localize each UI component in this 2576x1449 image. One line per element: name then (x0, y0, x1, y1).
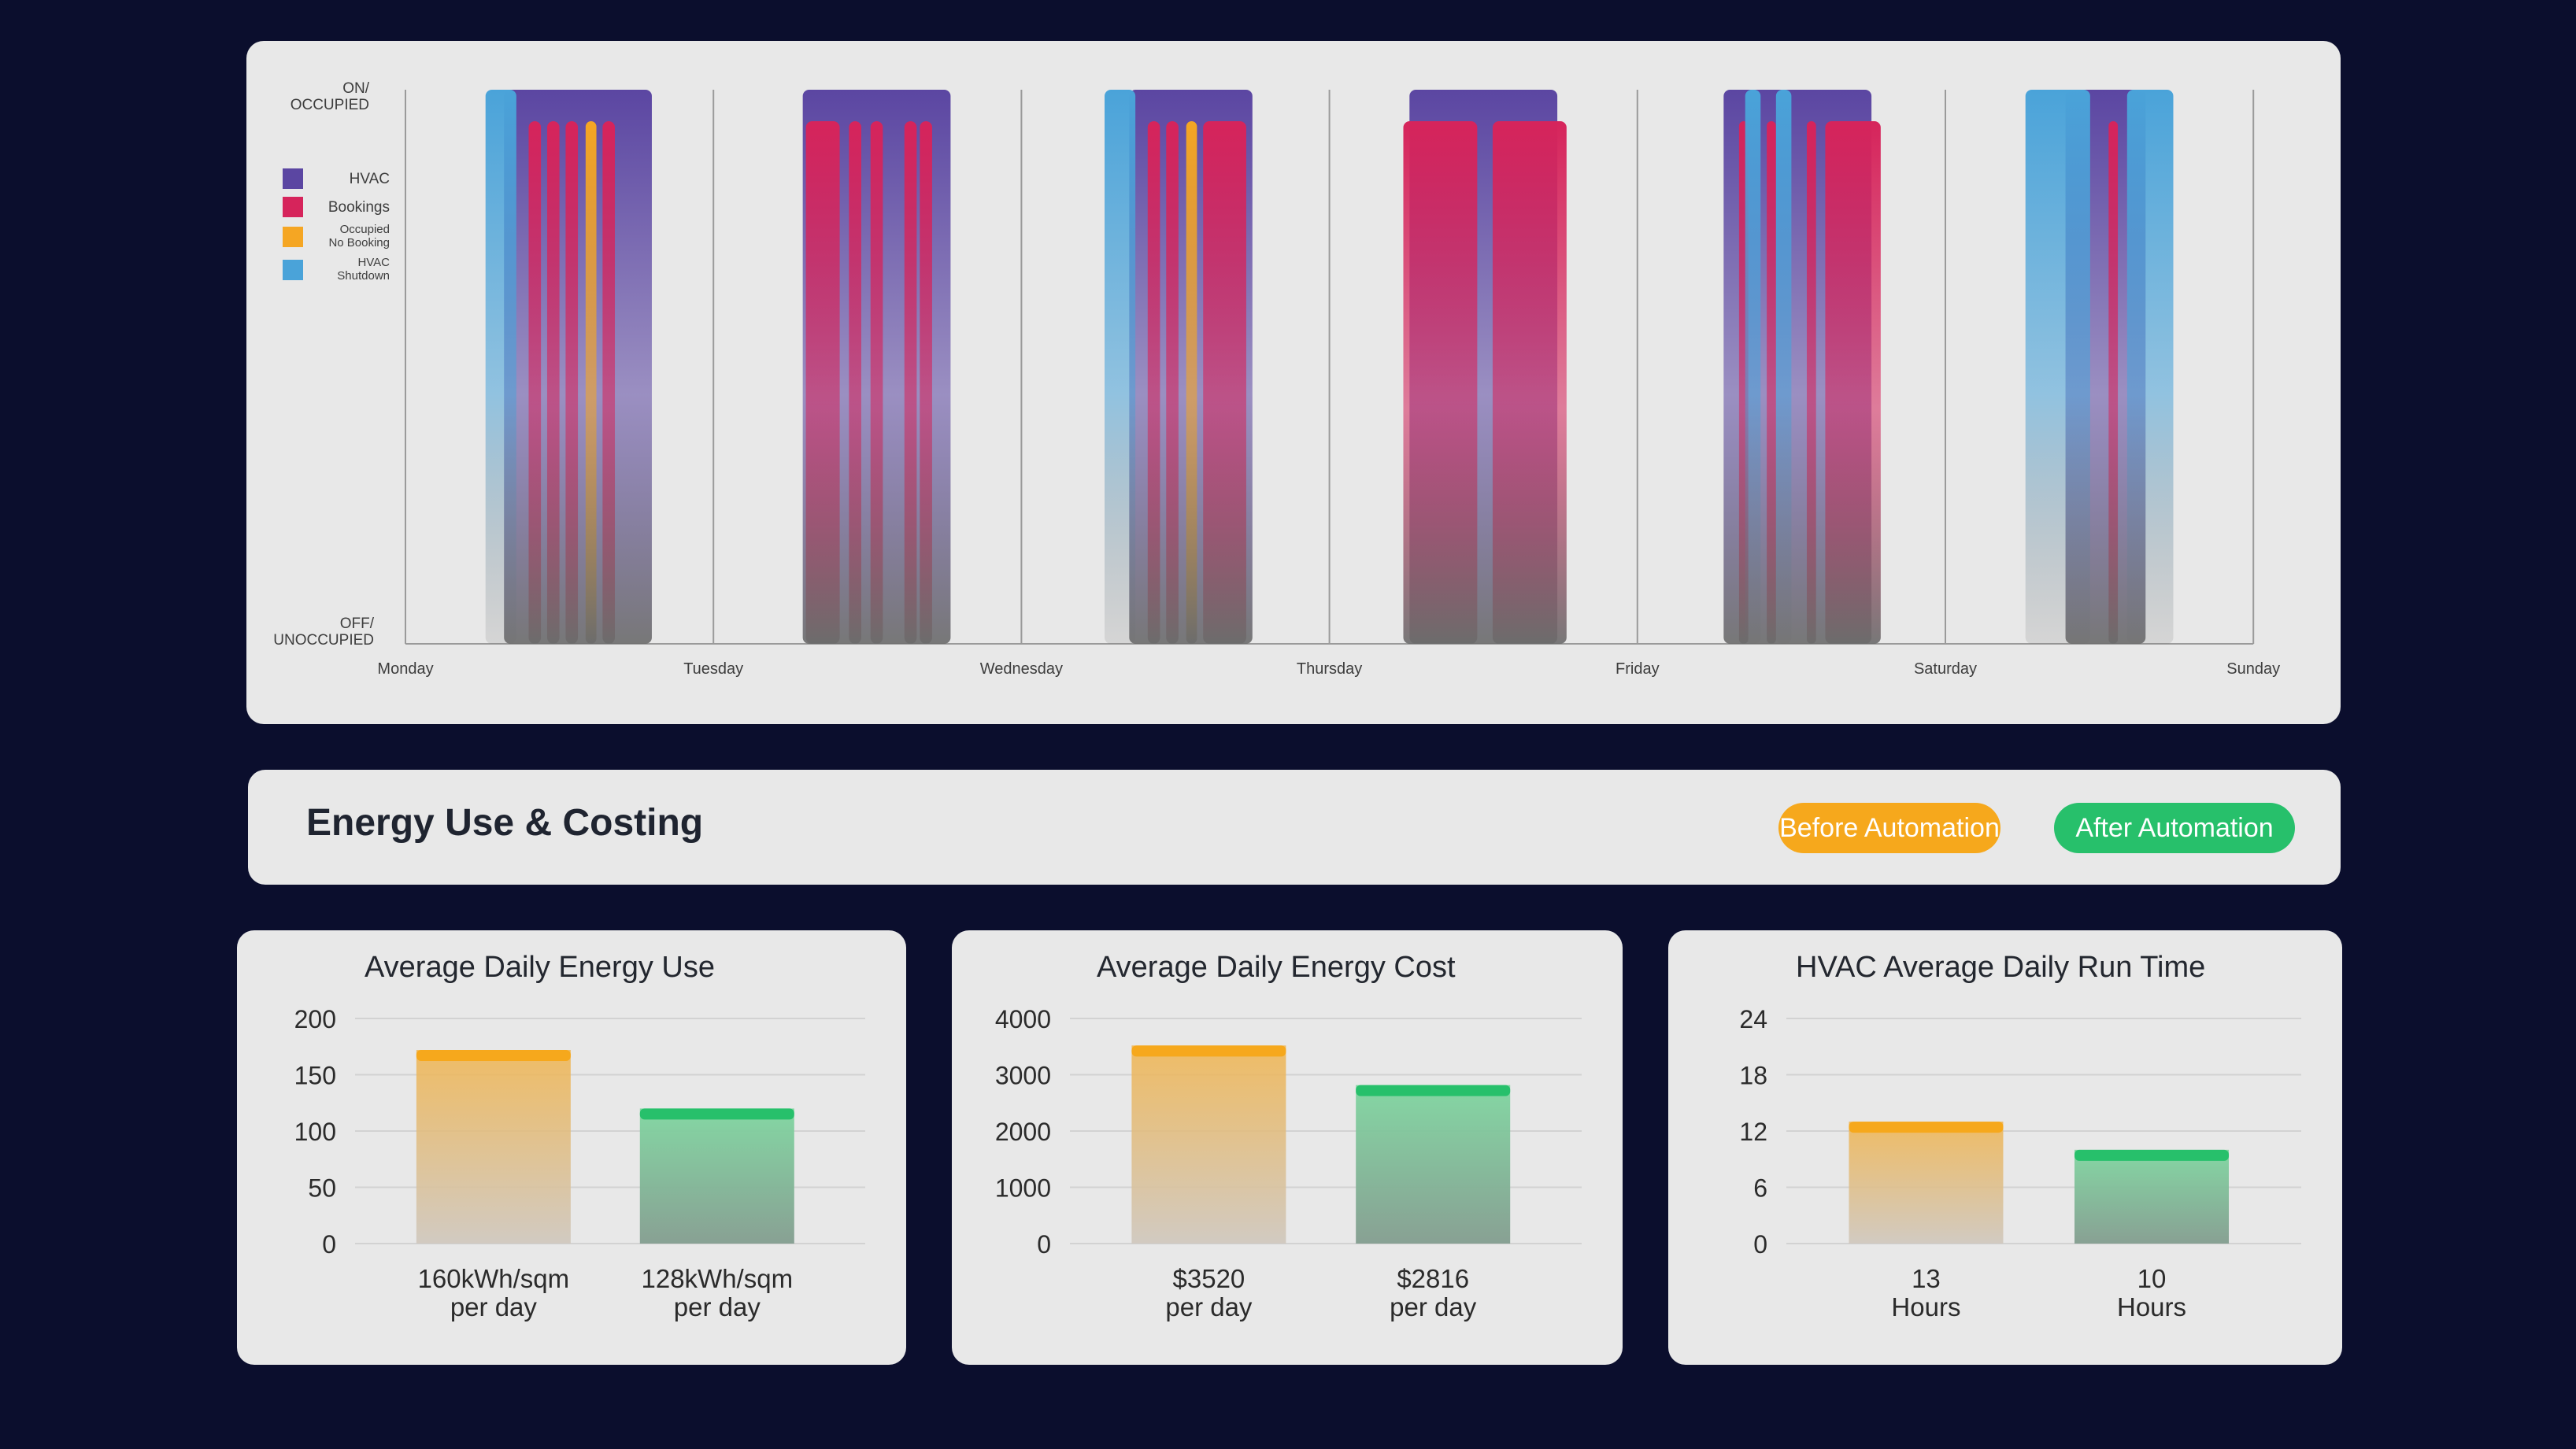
occupied-no-booking-event-bar (585, 121, 597, 644)
hvac-shutdown-legend-swatch (283, 260, 303, 280)
after-bar (2074, 1149, 2230, 1244)
bookings-event-bar (1825, 121, 1881, 644)
chart-title: HVAC Average Daily Run Time (1796, 951, 2206, 984)
y-tick-label: 200 (294, 1005, 336, 1033)
y-label-off: OFF/UNOCCUPIED (273, 615, 374, 649)
hvac-shutdown-event-bar (2126, 90, 2174, 644)
energy-use-card: Average Daily Energy Use 200 150 100 50 0 160… (237, 930, 906, 1365)
bookings-event-bar (528, 121, 542, 644)
day-label: Wednesday (980, 660, 1063, 678)
before-bar-cap (416, 1050, 571, 1062)
bookings-event-bar (602, 121, 616, 644)
bookings-event-bar (849, 121, 861, 644)
y-tick-label: 3000 (995, 1062, 1051, 1090)
bookings-event-bar (2108, 121, 2119, 644)
y-tick-label: 6 (1753, 1174, 1767, 1203)
legend-label: HVAC (350, 171, 390, 187)
bookings-event-bar (1767, 121, 1776, 644)
y-tick-label: 150 (294, 1062, 336, 1090)
y-tick-label: 0 (1753, 1230, 1767, 1259)
bookings-event-bar (805, 121, 840, 644)
y-tick-label: 0 (1037, 1230, 1051, 1259)
bookings-event-bar (1806, 121, 1816, 644)
occupied-no-booking-legend-swatch (283, 227, 303, 247)
y-tick-label: 0 (322, 1230, 336, 1259)
energy-cost-chart: 4000 3000 2000 1000 0 $3520 per day $2816 per da… (995, 1005, 1582, 1321)
after-bar (639, 1108, 794, 1244)
bookings-event-bar (546, 121, 560, 644)
category-label: 160kWh/sqm per day (418, 1264, 570, 1321)
y-tick-label: 1000 (995, 1174, 1051, 1203)
y-tick-label: 2000 (995, 1118, 1051, 1146)
hvac-shutdown-event-bar (1775, 90, 1792, 644)
y-tick-label: 18 (1739, 1062, 1767, 1090)
chart-title: Average Daily Energy Use (365, 951, 715, 984)
day-label: Sunday (2226, 660, 2280, 678)
y-label-on: ON/OCCUPIED (291, 80, 370, 113)
hvac-shutdown-event-bar (1745, 90, 1761, 644)
bookings-event-bar (1147, 121, 1160, 644)
bookings-event-bar (1166, 121, 1179, 644)
bookings-event-bar (920, 121, 932, 644)
hvac-legend-swatch (283, 168, 303, 189)
bookings-legend-swatch (283, 197, 303, 217)
y-tick-label: 4000 (995, 1005, 1051, 1033)
category-label: 10 Hours (2117, 1264, 2186, 1321)
day-label: Saturday (1914, 660, 1977, 678)
after-bar-cap (639, 1108, 794, 1120)
before-bar (416, 1050, 571, 1244)
bookings-event-bar (904, 121, 917, 644)
category-label: $2816 per day (1390, 1264, 1477, 1321)
before-bar (1849, 1122, 2004, 1244)
occupancy-timeline-chart: Monday Tuesday Wednesday Thursday Friday Satu… (273, 80, 2280, 678)
after-bar-cap (2074, 1149, 2230, 1161)
after-automation-toggle[interactable]: After Automation (2054, 803, 2295, 853)
bookings-event-bar (1203, 121, 1246, 644)
before-automation-toggle[interactable]: Before Automation (1778, 803, 2000, 853)
category-label: 13 Hours (1891, 1264, 1960, 1321)
bookings-event-bar (565, 121, 579, 644)
section-title: Energy Use & Costing (306, 802, 704, 844)
before-bar (1131, 1045, 1286, 1244)
energy-cost-card: Average Daily Energy Cost 4000 3000 2000 10… (952, 930, 1623, 1365)
bookings-event-bar (1492, 121, 1567, 644)
hvac-runtime-card: HVAC Average Daily Run Time 24 18 12 6 0 13 Ho… (1668, 930, 2342, 1365)
after-bar (1356, 1085, 1511, 1244)
energy-use-chart: 200 150 100 50 0 160kWh/sqm per day 128kWh/sqm p… (294, 1005, 865, 1321)
day-label: Tuesday (683, 660, 743, 678)
after-bar-cap (1356, 1085, 1511, 1096)
day-label: Thursday (1297, 660, 1362, 678)
before-bar-cap (1849, 1122, 2004, 1133)
legend-label: Bookings (328, 199, 390, 216)
bookings-event-bar (870, 121, 883, 644)
y-tick-label: 50 (308, 1174, 336, 1203)
chart-title: Average Daily Energy Cost (1097, 951, 1456, 984)
day-label: Monday (377, 660, 433, 678)
category-label: $3520 per day (1165, 1264, 1253, 1321)
occupancy-timeline-panel: Monday Tuesday Wednesday Thursday Friday Satu… (246, 41, 2341, 724)
hvac-shutdown-event-bar (485, 90, 516, 644)
legend-label: Occupied No Booking (328, 223, 390, 250)
hvac-shutdown-event-bar (1105, 90, 1136, 644)
y-tick-label: 12 (1739, 1118, 1767, 1146)
hvac-shutdown-event-bar (2025, 90, 2090, 644)
legend-label: HVAC Shutdown (337, 256, 390, 283)
y-tick-label: 24 (1739, 1005, 1767, 1033)
category-label: 128kWh/sqm per day (642, 1264, 794, 1321)
occupied-no-booking-event-bar (1186, 121, 1197, 644)
before-bar-cap (1131, 1045, 1286, 1057)
bookings-event-bar (1403, 121, 1478, 644)
energy-header-bar: Energy Use & Costing Before Automation A… (248, 770, 2341, 885)
hvac-runtime-chart: 24 18 12 6 0 13 Hours 10 Hours (1739, 1005, 2301, 1321)
day-label: Friday (1616, 660, 1660, 678)
y-tick-label: 100 (294, 1118, 336, 1146)
